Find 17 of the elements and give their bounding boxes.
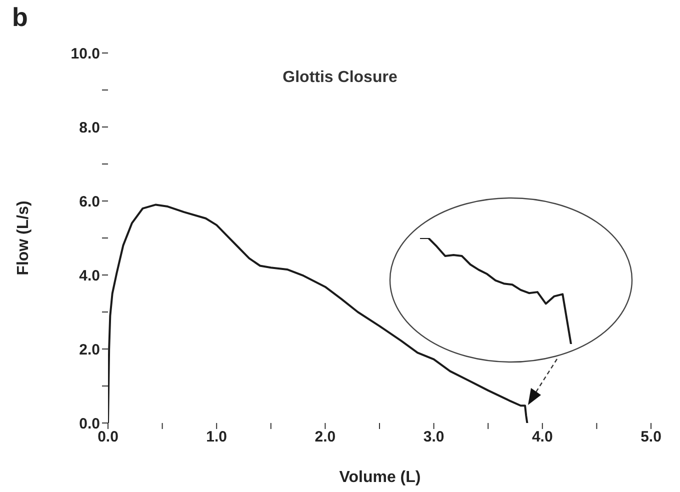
y-tick-label: 8.0	[79, 119, 100, 136]
y-tick-label: 6.0	[79, 193, 100, 210]
y-tick-label: 4.0	[79, 267, 100, 284]
text: Glottis Closure	[282, 69, 398, 86]
x-tick-label: 3.0	[423, 428, 444, 446]
y-axis-title: Flow (L/s)	[15, 200, 32, 276]
y-tick-label: 0.0	[79, 415, 100, 432]
line-series	[108, 204, 528, 423]
x-axis-title: Volume (L)	[339, 469, 421, 486]
x-tick-label: 2.0	[314, 428, 336, 446]
y-tick-label: 10.0	[70, 45, 100, 62]
x-tick-label: 1.0	[206, 428, 228, 446]
x-tick-label: 0.0	[98, 428, 118, 446]
text: b	[12, 2, 28, 32]
y-tick-label: 2.0	[79, 341, 100, 358]
x-tick-label: 4.0	[532, 428, 553, 446]
x-tick-label: 5.0	[640, 428, 662, 446]
